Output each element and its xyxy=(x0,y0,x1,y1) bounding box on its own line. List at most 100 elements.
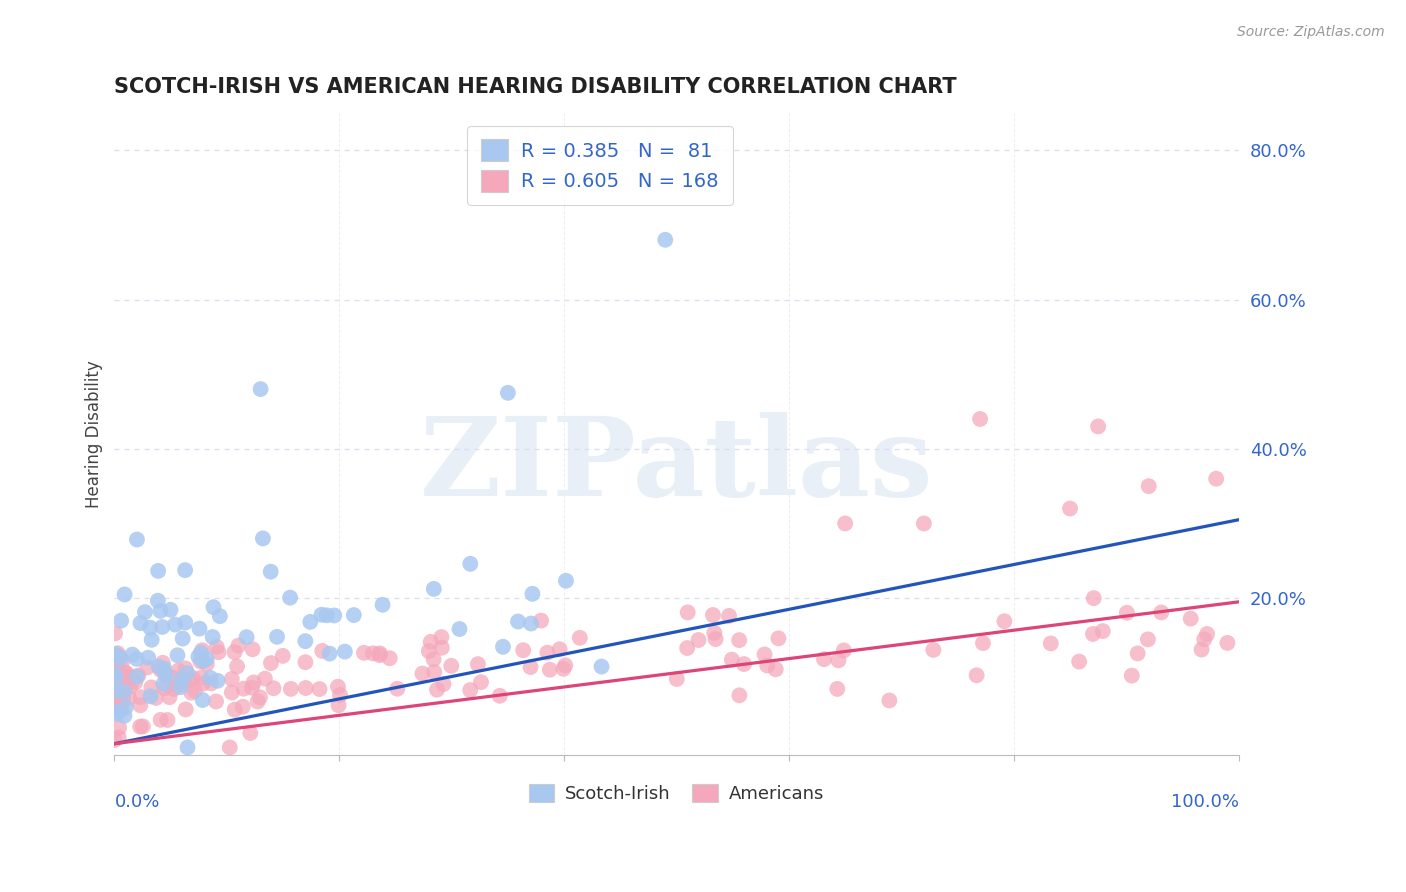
Point xyxy=(387,681,409,696)
Point xyxy=(159,690,181,705)
Point xyxy=(733,657,755,671)
Point xyxy=(112,691,135,706)
Point xyxy=(423,582,446,596)
Point xyxy=(371,598,394,612)
Point xyxy=(1150,606,1173,620)
Point xyxy=(430,630,453,644)
Point xyxy=(294,634,316,648)
Point xyxy=(728,633,751,648)
Point xyxy=(129,616,152,631)
Point xyxy=(104,689,127,703)
Point xyxy=(536,646,558,660)
Point xyxy=(827,681,849,696)
Point xyxy=(308,681,330,696)
Point xyxy=(107,731,129,745)
Point xyxy=(299,615,322,629)
Point xyxy=(1180,612,1202,626)
Point xyxy=(252,532,274,546)
Point xyxy=(419,635,441,649)
Point xyxy=(228,639,250,653)
Point xyxy=(167,664,190,678)
Point xyxy=(103,663,125,677)
Point xyxy=(149,663,172,677)
Point xyxy=(506,615,529,629)
Point xyxy=(148,659,170,673)
Point xyxy=(311,644,333,658)
Point xyxy=(249,382,271,396)
Point xyxy=(1136,632,1159,647)
Point xyxy=(263,681,285,696)
Point xyxy=(103,733,125,747)
Point xyxy=(191,677,214,691)
Point xyxy=(368,648,391,663)
Point xyxy=(966,668,988,682)
Point xyxy=(104,671,127,685)
Point xyxy=(202,600,225,615)
Point xyxy=(218,740,240,755)
Point xyxy=(114,665,136,680)
Point xyxy=(173,674,195,689)
Point xyxy=(125,669,148,683)
Point xyxy=(110,702,132,716)
Point xyxy=(343,608,366,623)
Point xyxy=(191,643,214,657)
Point xyxy=(311,607,333,622)
Text: 100.0%: 100.0% xyxy=(1171,793,1239,812)
Point xyxy=(326,680,349,694)
Point xyxy=(718,608,741,623)
Point xyxy=(232,699,254,714)
Point xyxy=(152,656,174,670)
Point xyxy=(1126,646,1149,660)
Point xyxy=(411,666,433,681)
Text: Source: ZipAtlas.com: Source: ZipAtlas.com xyxy=(1237,25,1385,39)
Point xyxy=(152,677,174,691)
Point xyxy=(155,667,177,681)
Point xyxy=(104,684,127,698)
Point xyxy=(294,655,316,669)
Point xyxy=(163,681,186,696)
Point xyxy=(108,649,131,664)
Point xyxy=(249,690,271,705)
Point xyxy=(1137,479,1160,493)
Point xyxy=(329,688,352,702)
Point xyxy=(205,640,228,654)
Point xyxy=(879,693,901,707)
Point xyxy=(170,672,193,686)
Point xyxy=(519,660,541,674)
Point xyxy=(440,658,463,673)
Point xyxy=(221,685,243,699)
Point xyxy=(105,707,128,722)
Point xyxy=(224,645,246,659)
Point xyxy=(1091,624,1114,638)
Point xyxy=(1083,591,1105,606)
Point xyxy=(754,648,776,662)
Point xyxy=(323,608,346,623)
Point xyxy=(129,690,152,705)
Point xyxy=(156,713,179,727)
Point xyxy=(458,683,481,698)
Point xyxy=(187,649,209,664)
Point xyxy=(522,587,544,601)
Point xyxy=(972,636,994,650)
Point xyxy=(104,690,127,704)
Point xyxy=(221,672,243,686)
Y-axis label: Hearing Disability: Hearing Disability xyxy=(86,360,103,508)
Point xyxy=(191,693,214,707)
Point xyxy=(418,644,440,658)
Point xyxy=(104,705,127,719)
Point xyxy=(260,565,283,579)
Point xyxy=(176,666,198,681)
Point xyxy=(155,668,177,682)
Point xyxy=(568,631,591,645)
Point xyxy=(333,645,356,659)
Point xyxy=(191,654,214,668)
Point xyxy=(145,690,167,705)
Point xyxy=(1121,668,1143,682)
Point xyxy=(242,675,264,690)
Point xyxy=(174,615,197,630)
Point xyxy=(153,681,176,695)
Point xyxy=(190,671,212,685)
Point xyxy=(165,617,187,632)
Point xyxy=(208,609,231,624)
Point xyxy=(108,721,131,735)
